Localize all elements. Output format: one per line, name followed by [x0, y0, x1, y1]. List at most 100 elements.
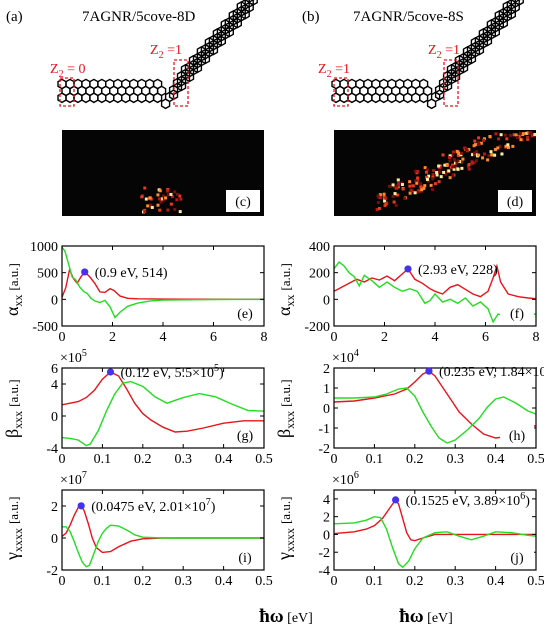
- density-pixel: [164, 196, 168, 200]
- x-tick-label: 0: [331, 330, 338, 345]
- z-label-left-b: Z2 =1: [318, 62, 350, 80]
- x-tick-label: 0.2: [134, 452, 152, 467]
- density-pixel: [414, 179, 418, 183]
- density-pixel: [474, 143, 478, 147]
- density-pixel: [461, 157, 465, 161]
- x-axis-title-left: ħω [eV]: [259, 606, 313, 627]
- density-pixel: [403, 197, 407, 201]
- density-pixel: [401, 187, 405, 191]
- x-tick-label: 6: [482, 330, 489, 345]
- x-tick-label: 4: [160, 330, 167, 345]
- ribbon-hexagon: [73, 92, 83, 104]
- cut-box: [443, 59, 459, 107]
- density-pixel: [466, 164, 470, 168]
- density-pixel: [394, 203, 398, 207]
- density-pixel: [448, 159, 452, 163]
- x-tick-label: 0.1: [366, 574, 384, 589]
- density-pixel: [144, 197, 148, 201]
- density-pixel: [419, 182, 423, 186]
- density-pixel: [493, 153, 497, 157]
- y-tick-label: 0: [323, 528, 330, 543]
- density-pixel: [143, 186, 147, 190]
- density-pixel: [410, 189, 414, 193]
- density-pixel: [378, 193, 382, 197]
- x-tick-label: 0.3: [174, 452, 192, 467]
- y-tick-label: 400: [309, 240, 330, 255]
- x-tick-label: 0.5: [527, 452, 544, 467]
- y-tick-label: -2: [318, 442, 330, 457]
- density-pixel: [150, 205, 154, 209]
- density-pixel: [441, 153, 445, 157]
- density-pixel: [166, 189, 170, 193]
- ribbon-hexagon: [121, 92, 131, 104]
- density-pixel: [396, 178, 400, 182]
- ribbon-hexagon: [89, 92, 99, 104]
- y-tick-label: -1: [318, 422, 330, 437]
- density-pixel: [437, 170, 441, 174]
- density-pixel: [481, 138, 485, 142]
- axes-frame: [333, 489, 537, 571]
- density-pixel: [453, 161, 457, 165]
- peak-marker: [106, 368, 115, 376]
- density-pixel: [159, 200, 163, 204]
- x-tick-label: 0.2: [406, 452, 424, 467]
- density-pixel: [162, 198, 166, 202]
- density-pixel: [448, 176, 452, 180]
- density-pixel: [459, 160, 463, 164]
- x-tick-label: 2: [381, 330, 388, 345]
- density-pixel: [451, 165, 455, 169]
- density-pixel: [498, 144, 502, 148]
- density-pixel: [395, 184, 399, 188]
- density-pixel: [487, 154, 491, 158]
- peak-marker: [425, 367, 433, 375]
- density-pixel: [437, 164, 441, 168]
- ribbon-hexagon: [81, 92, 91, 104]
- ribbon-hexagon: [137, 92, 147, 104]
- panel-label-box: [500, 546, 534, 567]
- y-tick-label: 4: [323, 493, 330, 508]
- density-pixel: [159, 197, 163, 201]
- density-pixel: [408, 184, 412, 188]
- cut-box: [59, 77, 75, 107]
- density-pixel: [526, 131, 530, 135]
- density-pixel: [179, 197, 183, 201]
- series-line: [61, 380, 265, 447]
- x-tick-label: 4: [432, 330, 439, 345]
- x-tick-label: 0.4: [215, 452, 233, 467]
- density-pixel: [415, 181, 419, 185]
- x-tick-label: 0.1: [366, 452, 384, 467]
- peak-annotation: (0.235 eV, 1.84×104): [439, 362, 544, 380]
- axes-frame: [61, 367, 265, 449]
- density-pixel: [455, 161, 459, 165]
- ribbon-hexagon: [113, 92, 123, 104]
- density-pixel: [467, 167, 471, 171]
- density-pixel: [378, 196, 382, 200]
- x-tick-label: 0: [59, 452, 66, 467]
- density-pixel: [515, 136, 519, 140]
- y-tick-label: -4: [318, 564, 330, 579]
- density-pixel: [408, 191, 412, 195]
- x-tick-label: 8: [261, 330, 268, 345]
- map-label-box-d: [498, 190, 532, 212]
- x-tick-label: 0.5: [255, 452, 273, 467]
- density-pixel: [392, 200, 396, 204]
- axes-frame: [61, 489, 265, 571]
- density-pixel: [429, 183, 433, 187]
- density-pixel: [416, 169, 420, 173]
- density-pixel: [456, 159, 460, 163]
- panel-label: (f): [510, 307, 524, 322]
- x-tick-label: 0.2: [406, 574, 424, 589]
- density-pixel: [396, 193, 400, 197]
- density-pixel: [416, 190, 420, 194]
- density-pixel: [156, 193, 160, 197]
- density-pixel: [175, 198, 179, 202]
- structure-a: (a) 7AGNR/5cove-8D Z2 = 0 Z2 =1: [6, 0, 258, 110]
- cut-box: [173, 59, 189, 107]
- density-pixel: [451, 150, 455, 154]
- ribbon-hexagon: [411, 92, 421, 104]
- z-label-right-b: Z2 =1: [428, 43, 460, 61]
- structure-b: (b) 7AGNR/5cove-8S Z2 =1 Z2 =1: [302, 0, 524, 110]
- map-label-c: (c): [235, 195, 251, 210]
